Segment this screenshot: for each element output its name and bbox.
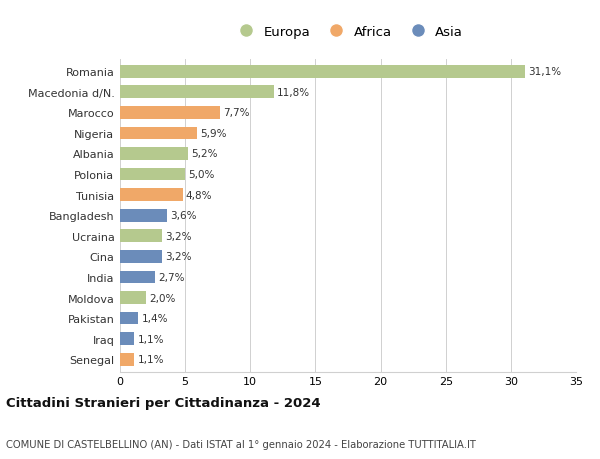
Bar (120, 333, 134, 345)
Text: 3,2%: 3,2% (165, 252, 191, 262)
Legend: Europa, Africa, Asia: Europa, Africa, Asia (233, 26, 463, 39)
Bar (120, 106, 220, 119)
Text: 5,0%: 5,0% (188, 170, 215, 179)
Bar (120, 291, 146, 304)
Bar (120, 209, 167, 222)
Text: 1,1%: 1,1% (137, 334, 164, 344)
Text: 4,8%: 4,8% (186, 190, 212, 200)
Bar (120, 353, 134, 366)
Text: COMUNE DI CASTELBELLINO (AN) - Dati ISTAT al 1° gennaio 2024 - Elaborazione TUTT: COMUNE DI CASTELBELLINO (AN) - Dati ISTA… (6, 440, 476, 449)
Text: 3,6%: 3,6% (170, 211, 197, 221)
Bar (120, 271, 155, 284)
Bar (120, 148, 188, 161)
Bar (120, 312, 138, 325)
Text: 5,9%: 5,9% (200, 129, 227, 139)
Bar (120, 127, 197, 140)
Bar (120, 230, 161, 243)
Text: 2,7%: 2,7% (158, 272, 185, 282)
Bar (120, 251, 161, 263)
Text: Cittadini Stranieri per Cittadinanza - 2024: Cittadini Stranieri per Cittadinanza - 2… (6, 396, 320, 409)
Bar (120, 86, 274, 99)
Text: 1,1%: 1,1% (137, 354, 164, 364)
Text: 5,2%: 5,2% (191, 149, 218, 159)
Text: 3,2%: 3,2% (165, 231, 191, 241)
Text: 2,0%: 2,0% (149, 293, 176, 303)
Bar (120, 168, 185, 181)
Bar (120, 189, 182, 202)
Text: 7,7%: 7,7% (224, 108, 250, 118)
Text: 11,8%: 11,8% (277, 88, 310, 97)
Bar (120, 66, 525, 78)
Text: 1,4%: 1,4% (142, 313, 168, 324)
Text: 31,1%: 31,1% (529, 67, 562, 77)
